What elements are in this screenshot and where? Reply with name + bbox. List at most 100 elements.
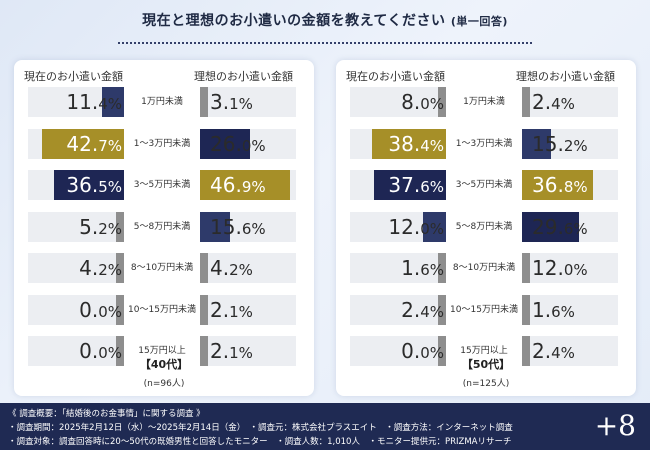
current-value-dec: 6%: [420, 178, 444, 196]
current-bar-track: [28, 336, 124, 366]
current-bar-track: [350, 87, 446, 117]
current-value: 0.0%: [401, 336, 444, 366]
ideal-value-dec: 9%: [241, 178, 266, 196]
current-value: 11.4%: [66, 87, 122, 117]
current-value: 37.6%: [388, 170, 444, 200]
current-value: 5.2%: [79, 212, 122, 242]
ideal-bar-track: [200, 87, 296, 117]
table-row: 0.0% 15万円以上 2.1%: [14, 336, 314, 366]
ideal-value-int: 2.: [532, 90, 552, 114]
ideal-bar: [522, 128, 552, 159]
current-value-dec: 4%: [420, 136, 444, 155]
panel-50s: 現在のお小遣い金額 理想のお小遣い金額 8.0% 1万円未満 2.4% 38.4% 1〜3万…: [336, 60, 636, 396]
ideal-value-dec: 0%: [241, 136, 266, 155]
current-value: 12.0%: [388, 212, 444, 242]
current-bar: [53, 170, 124, 200]
table-row: 5.2% 5〜8万円未満 15.6%: [14, 211, 314, 242]
ideal-value-dec: 4%: [551, 95, 575, 113]
current-bar-track: [28, 294, 124, 325]
ideal-value: 2.1%: [210, 295, 253, 325]
ideal-bar: [200, 336, 208, 366]
category-label: 10〜15万円未満: [128, 304, 196, 315]
group-label: 【40代】: [139, 358, 189, 371]
survey-summary-title: 《 調査概要：「結婚後のお金事情」に関する調査 》: [8, 409, 205, 419]
category-label: 5〜8万円未満: [455, 221, 513, 232]
brand-logo: +8: [594, 409, 636, 442]
ideal-bar: [522, 294, 530, 325]
category-label: 5〜8万円未満: [133, 221, 191, 232]
ideal-value-int: 15.: [210, 214, 242, 239]
title-divider: [118, 42, 532, 44]
category-label: 3〜5万円未満: [133, 180, 191, 190]
current-bar: [438, 253, 446, 283]
chart-title-text: 現在と理想のお小遣いの金額を教えてください: [142, 13, 446, 29]
current-bar-track: [350, 253, 446, 283]
ideal-value-int: 2.: [210, 339, 230, 363]
current-value-int: 37.: [388, 173, 421, 197]
table-row: 36.5% 3〜5万円未満 46.9%: [14, 170, 314, 200]
ideal-value-dec: 6%: [551, 302, 575, 321]
chart-subtitle: (単一回答): [450, 15, 508, 28]
ideal-value-dec: 1%: [229, 344, 253, 362]
ideal-bar-track: [522, 253, 618, 283]
current-bar: [116, 211, 124, 242]
chart-title: 現在と理想のお小遣いの金額を教えてください (単一回答): [0, 10, 650, 30]
current-bar: [116, 253, 124, 283]
table-row: 1.6% 8〜10万円未満 12.0%: [336, 253, 636, 283]
ideal-bar-track: [200, 294, 296, 325]
ideal-bar: [200, 294, 208, 325]
ideal-value-dec: 2%: [563, 136, 588, 155]
sample-size: (n=125人): [462, 379, 510, 389]
current-value: 8.0%: [401, 87, 444, 117]
current-bar: [438, 87, 446, 117]
ideal-bar-track: [200, 336, 296, 366]
current-value-dec: 2%: [98, 261, 122, 279]
current-value: 42.7%: [66, 129, 122, 159]
current-value-dec: 0%: [98, 344, 122, 362]
category-label: 1万円未満: [463, 97, 505, 107]
current-value: 0.0%: [79, 295, 122, 325]
current-bar-track: [350, 336, 446, 366]
current-value-int: 38.: [388, 131, 421, 156]
ideal-bar-track: [200, 253, 296, 283]
current-value: 38.4%: [388, 129, 444, 159]
ideal-header: 理想のお小遣い金額: [516, 70, 615, 83]
ideal-bar-track: [522, 294, 618, 325]
current-value-int: 8.: [401, 90, 421, 114]
current-value-dec: 0%: [98, 302, 122, 321]
current-bar: [116, 294, 124, 325]
current-bar-track: [28, 211, 124, 242]
current-bar-track: [28, 253, 124, 283]
category-label: 8〜10万円未満: [130, 263, 194, 273]
current-bar: [102, 87, 124, 117]
category-label: 3〜5万円未満: [455, 180, 513, 190]
table-row: 8.0% 1万円未満 2.4%: [336, 87, 636, 117]
ideal-bar: [200, 170, 291, 200]
ideal-value-int: 2.: [210, 297, 230, 322]
current-value-dec: 4%: [98, 95, 122, 113]
current-value-dec: 7%: [98, 136, 122, 155]
ideal-value-int: 36.: [532, 173, 564, 197]
current-value-int: 5.: [79, 214, 99, 239]
current-header: 現在のお小遣い金額: [24, 70, 123, 83]
ideal-bar: [200, 128, 250, 159]
current-value: 4.2%: [79, 253, 122, 283]
survey-summary-line-2: ・調査対象：調査回答時に20〜50代の既婚男性と回答したモニター ・調査人数：1…: [8, 437, 512, 447]
current-bar: [438, 336, 446, 366]
ideal-value: 2.4%: [532, 336, 575, 366]
table-row: 42.7% 1〜3万円未満 26.0%: [14, 128, 314, 159]
current-value-int: 42.: [66, 131, 99, 156]
table-row: 4.2% 8〜10万円未満 4.2%: [14, 253, 314, 283]
ideal-value-int: 4.: [210, 256, 230, 280]
ideal-bar: [522, 336, 530, 366]
ideal-value-dec: 1%: [229, 302, 253, 321]
ideal-value-dec: 6%: [563, 219, 588, 238]
current-value-dec: 4%: [420, 302, 444, 321]
table-row: 12.0% 5〜8万円未満 29.6%: [336, 211, 636, 242]
current-value-int: 0.: [401, 339, 421, 363]
table-row: 38.4% 1〜3万円未満 15.2%: [336, 128, 636, 159]
current-value: 2.4%: [401, 295, 444, 325]
table-row: 0.0% 10〜15万円未満 2.1%: [14, 294, 314, 325]
current-value-dec: 2%: [98, 219, 122, 238]
ideal-bar: [522, 87, 530, 117]
